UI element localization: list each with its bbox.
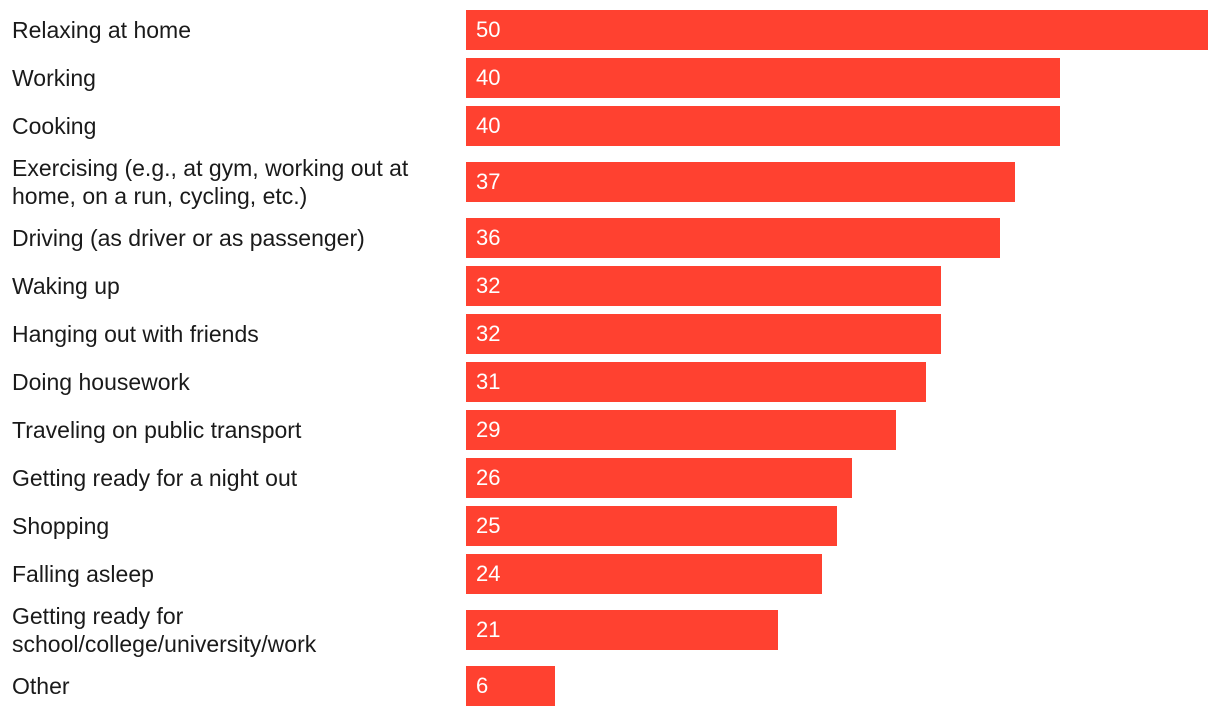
bar — [466, 314, 941, 354]
value-label: 25 — [476, 513, 501, 538]
category-label: Exercising (e.g., at gym, working out at… — [12, 155, 409, 209]
bar-row: Exercising (e.g., at gym, working out at… — [0, 154, 1220, 210]
bar-row: Driving (as driver or as passenger) 36 — [0, 218, 1220, 258]
bar-row: Cooking 40 — [0, 106, 1220, 146]
category-label: Falling asleep — [12, 561, 154, 587]
bar-row: Other 6 — [0, 666, 1220, 706]
category-label: Other — [12, 673, 70, 699]
bar — [466, 106, 1060, 146]
category-label: Getting ready for school/college/univers… — [12, 603, 317, 657]
bar — [466, 362, 926, 402]
value-label: 50 — [476, 17, 501, 42]
bar-row: Relaxing at home 50 — [0, 10, 1220, 50]
bar — [466, 610, 778, 650]
bar — [466, 554, 822, 594]
value-label: 29 — [476, 417, 501, 442]
bar-row: Shopping 25 — [0, 506, 1220, 546]
category-label: Hanging out with friends — [12, 321, 259, 347]
bar — [466, 666, 555, 706]
bar — [466, 162, 1015, 202]
bar — [466, 410, 896, 450]
bar-row: Hanging out with friends 32 — [0, 314, 1220, 354]
bar — [466, 266, 941, 306]
bar-row: Getting ready for school/college/univers… — [0, 602, 1220, 658]
value-label: 40 — [476, 113, 501, 138]
bar-row: Traveling on public transport 29 — [0, 410, 1220, 450]
value-label: 6 — [476, 673, 489, 698]
category-label: Traveling on public transport — [12, 417, 302, 443]
category-label: Working — [12, 65, 96, 91]
bar-row: Falling asleep 24 — [0, 554, 1220, 594]
bar — [466, 506, 837, 546]
category-label: Getting ready for a night out — [12, 465, 298, 491]
bar-row: Getting ready for a night out 26 — [0, 458, 1220, 498]
value-label: 24 — [476, 561, 501, 586]
value-label: 21 — [476, 617, 501, 642]
bar-row: Waking up 32 — [0, 266, 1220, 306]
category-label: Driving (as driver or as passenger) — [12, 225, 365, 251]
category-label: Cooking — [12, 113, 97, 139]
bar — [466, 58, 1060, 98]
bar — [466, 10, 1208, 50]
bar-row: Doing housework 31 — [0, 362, 1220, 402]
value-label: 26 — [476, 465, 501, 490]
value-label: 32 — [476, 273, 501, 298]
bar-row: Working 40 — [0, 58, 1220, 98]
value-label: 32 — [476, 321, 501, 346]
category-label: Relaxing at home — [12, 17, 191, 43]
category-label: Shopping — [12, 513, 110, 539]
value-label: 37 — [476, 169, 501, 194]
bar — [466, 218, 1000, 258]
value-label: 36 — [476, 225, 501, 250]
value-label: 31 — [476, 369, 501, 394]
category-label: Doing housework — [12, 369, 190, 395]
bar — [466, 458, 852, 498]
category-label: Waking up — [12, 273, 120, 299]
value-label: 40 — [476, 65, 501, 90]
